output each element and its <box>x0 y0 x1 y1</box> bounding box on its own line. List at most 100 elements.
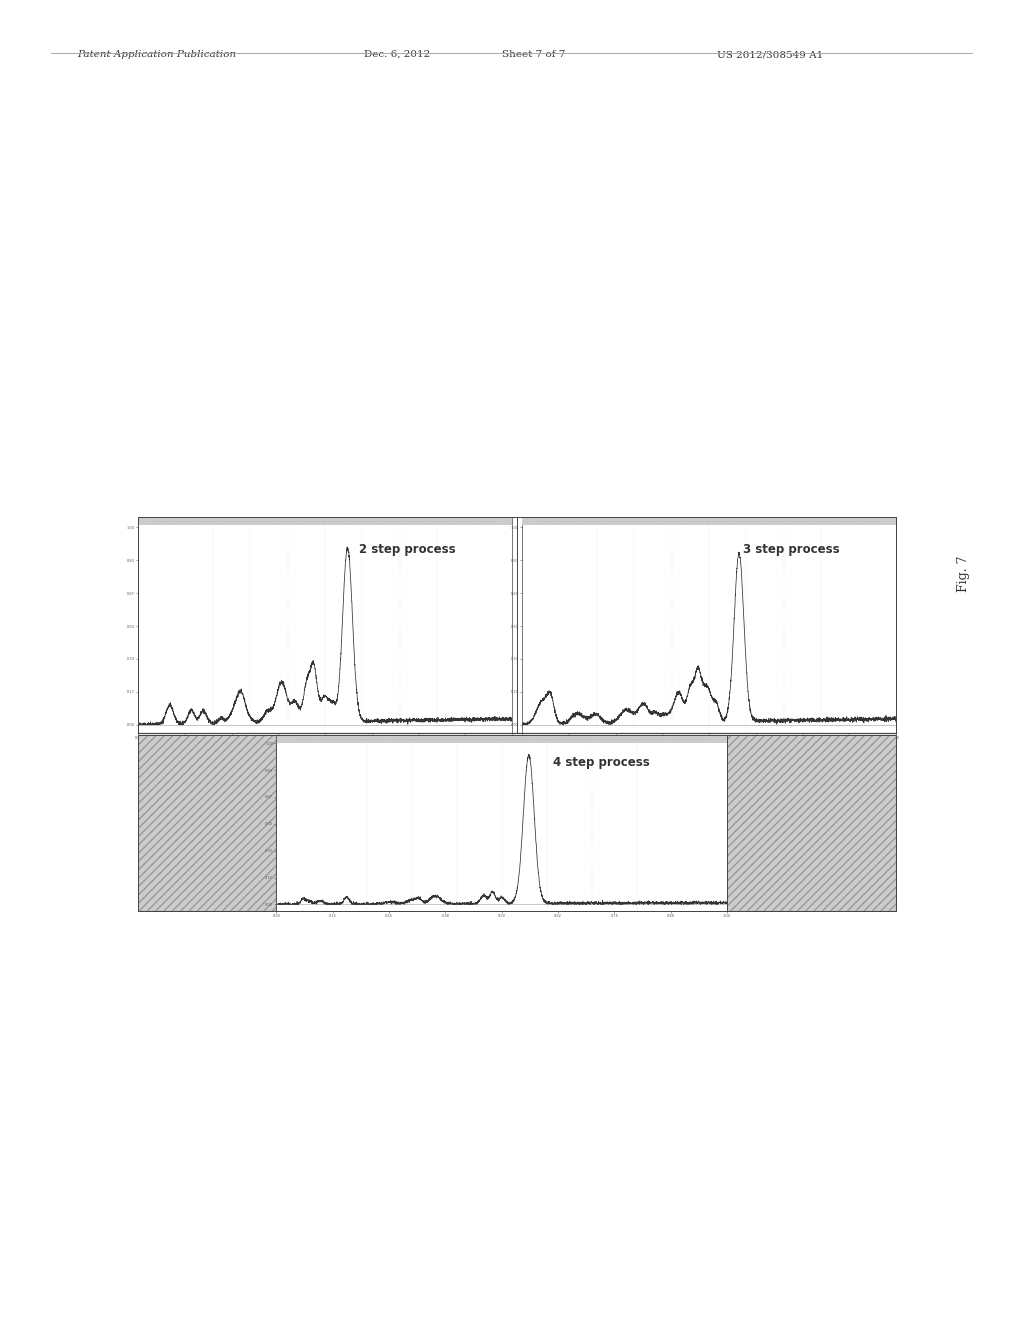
Point <box>765 511 781 532</box>
Point <box>200 511 216 532</box>
Point <box>476 729 493 750</box>
Point <box>191 511 208 532</box>
Point <box>445 729 462 750</box>
Point <box>414 511 430 532</box>
Point <box>430 511 446 532</box>
Point <box>439 511 456 532</box>
Point <box>227 511 244 532</box>
Point <box>419 729 435 750</box>
Point <box>686 729 702 750</box>
Point <box>694 729 711 750</box>
Text: 3 step process: 3 step process <box>743 544 840 556</box>
Point <box>572 511 589 532</box>
Point <box>535 511 551 532</box>
Point <box>850 511 866 532</box>
Point <box>444 511 461 532</box>
Point <box>724 511 740 532</box>
Point <box>415 511 431 532</box>
Point <box>651 729 668 750</box>
Point <box>475 511 492 532</box>
Point <box>215 511 231 532</box>
Point <box>266 511 283 532</box>
Point <box>222 511 239 532</box>
Point <box>324 729 340 750</box>
Point <box>450 511 466 532</box>
Point <box>478 729 495 750</box>
Point <box>246 511 262 532</box>
Point <box>462 729 478 750</box>
Point <box>417 511 433 532</box>
Point <box>529 729 546 750</box>
Point <box>154 511 170 532</box>
Point <box>556 729 572 750</box>
Point <box>680 511 696 532</box>
Point <box>319 729 336 750</box>
Point <box>369 729 385 750</box>
Point <box>586 511 602 532</box>
Point <box>461 511 477 532</box>
Point <box>229 511 246 532</box>
Point <box>284 511 300 532</box>
Point <box>305 729 322 750</box>
Point <box>319 511 336 532</box>
Point <box>176 511 193 532</box>
Point <box>591 729 607 750</box>
Point <box>387 729 403 750</box>
Text: Dec. 6, 2012: Dec. 6, 2012 <box>364 50 430 59</box>
Point <box>328 729 344 750</box>
Point <box>629 729 645 750</box>
Point <box>631 729 647 750</box>
Point <box>616 729 633 750</box>
Point <box>248 511 264 532</box>
Point <box>471 511 487 532</box>
Point <box>737 511 754 532</box>
Point <box>429 729 445 750</box>
Point <box>821 511 838 532</box>
Point <box>600 729 616 750</box>
Point <box>425 729 441 750</box>
Point <box>634 511 650 532</box>
Point <box>674 729 690 750</box>
Point <box>253 511 269 532</box>
Point <box>241 511 257 532</box>
Point <box>608 729 625 750</box>
Point <box>657 729 674 750</box>
Point <box>864 511 881 532</box>
Point <box>717 511 733 532</box>
Point <box>826 511 843 532</box>
Point <box>287 511 303 532</box>
Point <box>312 511 329 532</box>
Point <box>291 729 307 750</box>
Point <box>173 511 189 532</box>
Point <box>330 729 346 750</box>
Point <box>523 729 540 750</box>
Point <box>642 511 658 532</box>
Point <box>666 511 682 532</box>
Point <box>659 511 676 532</box>
Point <box>451 511 467 532</box>
Point <box>649 511 666 532</box>
Point <box>675 511 691 532</box>
Point <box>562 511 579 532</box>
Point <box>548 729 564 750</box>
Point <box>527 729 544 750</box>
Point <box>525 729 542 750</box>
Point <box>407 511 423 532</box>
Point <box>396 511 413 532</box>
Point <box>606 729 623 750</box>
Point <box>409 511 425 532</box>
Point <box>847 511 863 532</box>
Point <box>348 729 365 750</box>
Point <box>433 729 450 750</box>
Point <box>454 729 470 750</box>
Point <box>534 729 550 750</box>
Point <box>614 511 631 532</box>
Point <box>413 729 429 750</box>
Point <box>719 511 735 532</box>
Point <box>700 511 717 532</box>
Text: 4 step process: 4 step process <box>553 756 649 770</box>
Point <box>670 729 686 750</box>
Point <box>313 729 330 750</box>
Point <box>355 511 372 532</box>
Point <box>400 729 417 750</box>
